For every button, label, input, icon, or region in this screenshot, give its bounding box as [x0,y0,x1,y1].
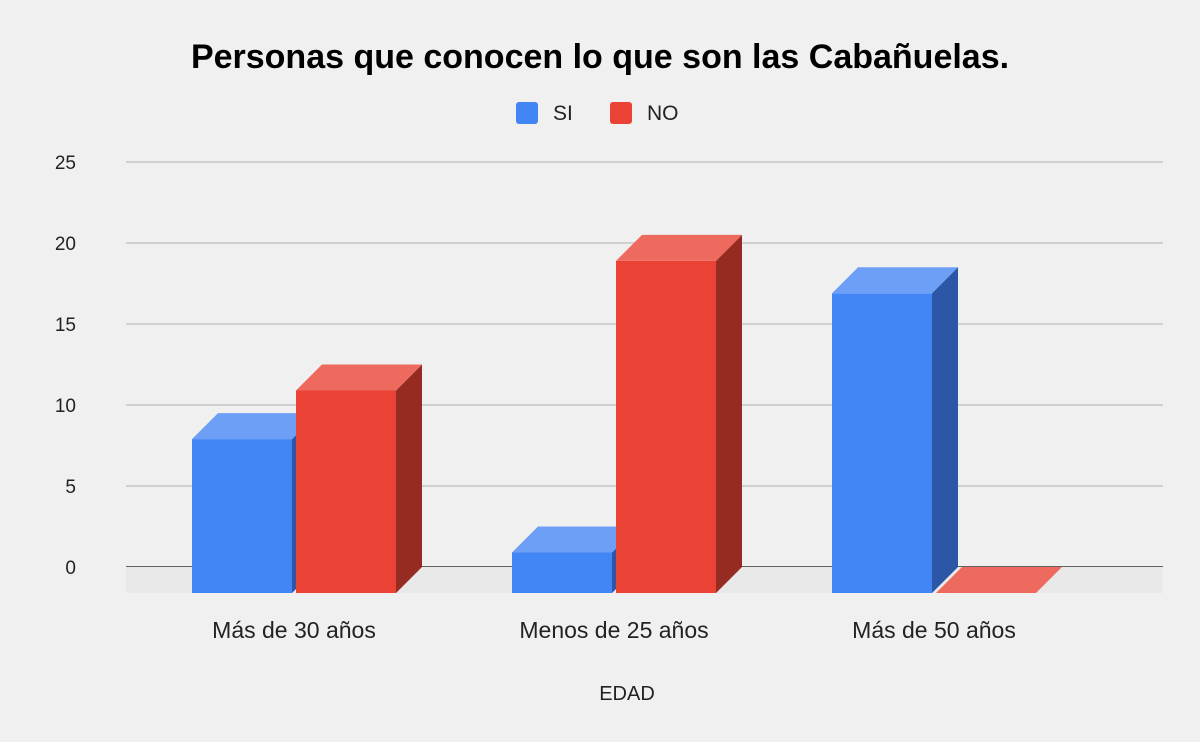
bars [192,234,1062,593]
bar-front [296,390,396,593]
legend-swatch [610,102,632,124]
bar [832,267,958,593]
x-category-label: Más de 30 años [212,617,376,643]
legend-label: SI [553,102,573,125]
bar [616,234,742,593]
bar-top [192,413,318,440]
y-tick-label: 5 [65,477,76,498]
bar-side [716,234,742,593]
y-axis-ticks: 0 5 10 15 20 25 [55,153,76,579]
y-tick-label: 10 [55,396,76,417]
y-tick-label: 0 [65,558,76,579]
y-tick-label: 15 [55,315,76,336]
bar [296,364,422,593]
legend-label: NO [647,102,679,125]
bar-top [616,234,742,261]
bar-top [936,567,1062,593]
bar-top [832,267,958,294]
bar-front [192,439,292,593]
bar-front [616,260,716,593]
bar-top [296,364,422,391]
chart-title: Personas que conocen lo que son las Caba… [191,38,1009,76]
bar [936,567,1062,593]
legend: SI NO [516,102,679,125]
x-category-label: Menos de 25 años [519,617,708,643]
bar-top [512,526,638,553]
bar-front [832,293,932,593]
legend-swatch [516,102,538,124]
x-axis-categories: Más de 30 años Menos de 25 años Más de 50 … [212,617,1016,643]
bar-front [512,552,612,593]
y-tick-label: 25 [55,153,76,174]
bar-side [932,267,958,593]
y-tick-label: 20 [55,234,76,255]
bar-side [396,364,422,593]
x-category-label: Más de 50 años [852,617,1016,643]
x-axis-label: EDAD [599,683,655,705]
